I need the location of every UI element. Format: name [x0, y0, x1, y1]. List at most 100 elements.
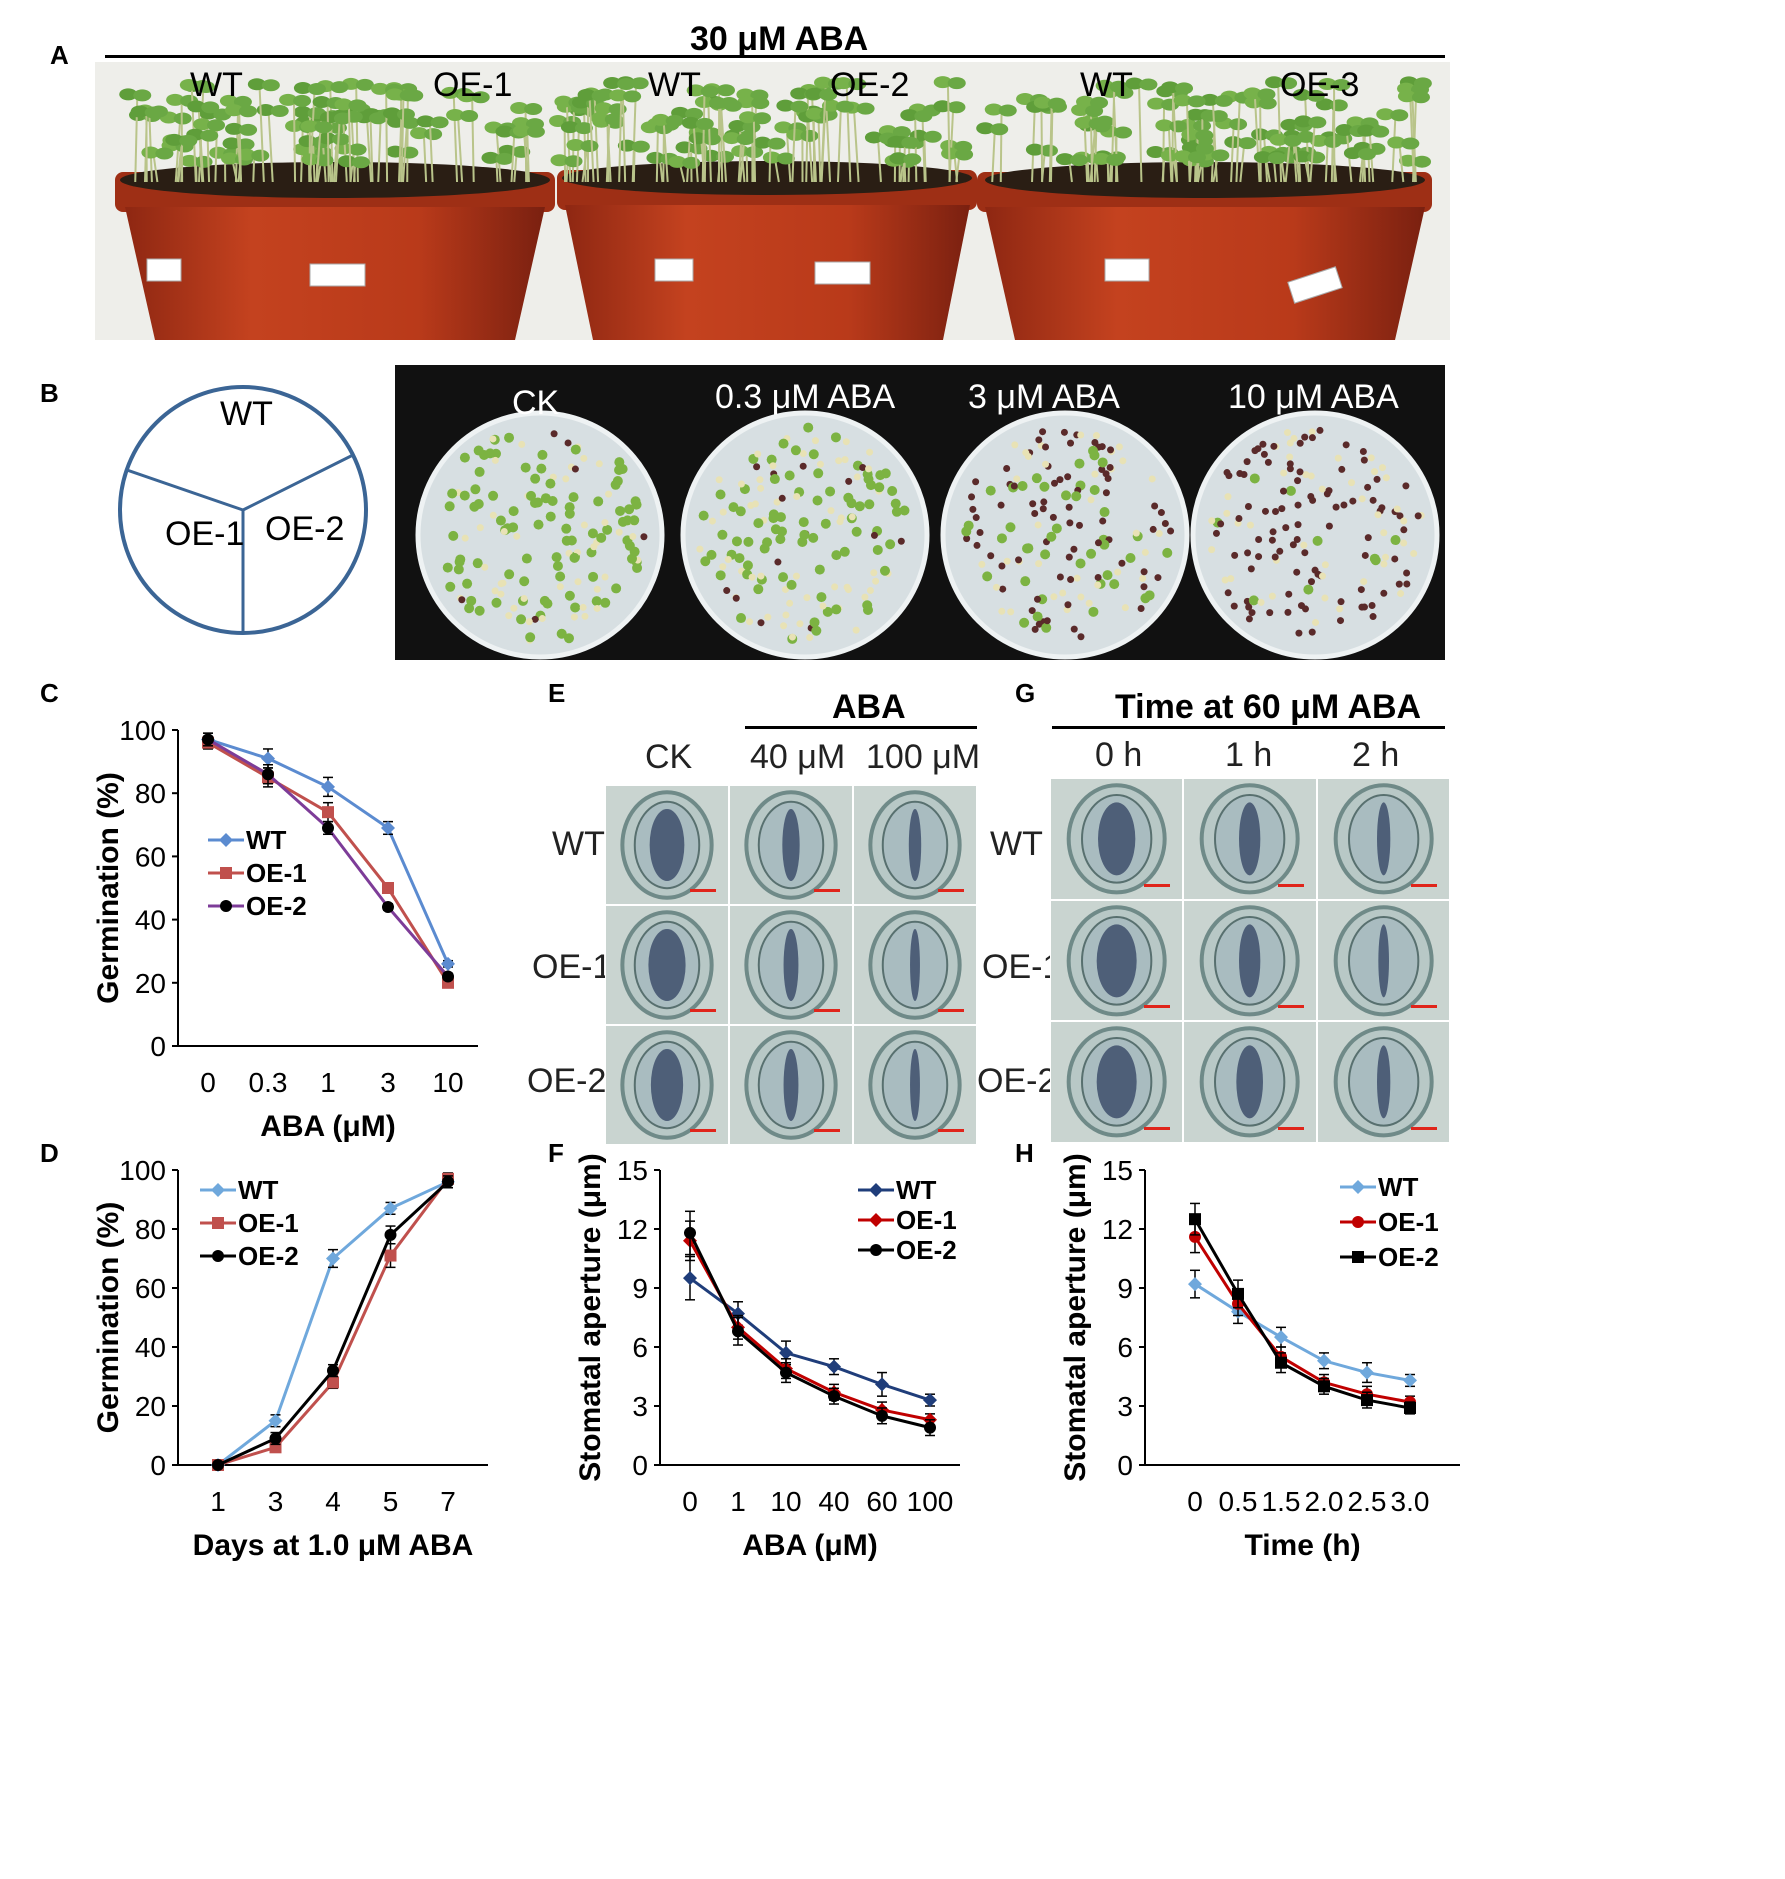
data-point [262, 768, 274, 781]
data-point [384, 1249, 397, 1262]
y-tick-label: 9 [632, 1273, 648, 1304]
plate-label-3: 3 μM ABA [968, 378, 1120, 416]
panel-letter-c: C [40, 678, 59, 708]
legend-entry: OE-1 [246, 858, 307, 888]
series-line [1194, 1282, 1411, 1382]
x-tick-label: 0 [682, 1486, 698, 1517]
x-tick-label: 3 [380, 1067, 396, 1098]
panel-letter-g: G [1015, 678, 1036, 708]
panel-e-header: ABA [832, 688, 906, 726]
petri-plates [415, 410, 1440, 660]
data-point [923, 1393, 937, 1408]
x-tick-label: 1 [320, 1067, 336, 1098]
pot-label-oe-2: OE-2 [830, 66, 910, 104]
chart-h: 0 3 6 9 12 15 0 0.5 1.5 2.0 2.5 3.0 Time (h) Stomatal… [1059, 1153, 1460, 1562]
data-point [212, 1217, 224, 1229]
plate-3 [940, 410, 1190, 660]
data-point [268, 1413, 283, 1428]
y-tick-label: 20 [135, 1391, 166, 1422]
x-tick-label: 0 [1187, 1486, 1203, 1517]
scale-bar [1277, 1126, 1304, 1130]
panel-letter-f: F [548, 1138, 564, 1168]
series-line [689, 1276, 931, 1402]
data-point [383, 1201, 398, 1216]
data-point [1317, 1353, 1331, 1368]
scale-bar [1410, 1126, 1437, 1130]
panel-g-header-rule [1052, 726, 1445, 729]
y-tick-label: 15 [617, 1155, 648, 1186]
stomata-grid-e [605, 785, 977, 1145]
legend-entry: OE-2 [896, 1235, 957, 1265]
y-tick-label: 0 [150, 1450, 166, 1481]
x-tick-label: 5 [383, 1486, 399, 1517]
diagram-label-wt: WT [220, 395, 273, 433]
y-axis-label: Germination (%) [92, 772, 125, 1004]
x-axis-label: Days at 1.0 μM ABA [193, 1529, 474, 1562]
plate-label-ck: CK [512, 384, 560, 422]
stomata-grid-g [1050, 778, 1450, 1143]
pot-label-wt-2: WT [648, 66, 701, 104]
panel-g-col-2h: 2 h [1352, 736, 1400, 774]
pot-label-oe-1: OE-1 [433, 66, 513, 104]
data-point [1361, 1394, 1373, 1407]
data-point [327, 1364, 339, 1377]
stomata-image [1316, 899, 1450, 1022]
pot-1 [115, 162, 555, 340]
y-tick-label: 80 [135, 778, 166, 809]
y-tick-label: 3 [632, 1391, 648, 1422]
panel-e-col-ck: CK [645, 738, 693, 776]
scale-bar [1144, 1005, 1171, 1009]
stomata-image [853, 905, 977, 1025]
scale-bar [1277, 883, 1304, 887]
data-point [442, 1175, 454, 1188]
panel-letter-a: A [50, 40, 69, 70]
y-axis-label: Germination (%) [92, 1202, 125, 1434]
panel-letter-d: D [40, 1138, 59, 1168]
y-axis-label: Stomatal aperture (μm) [1059, 1153, 1092, 1481]
scale-bar [938, 889, 964, 892]
panel-a-header: 30 μM ABA [690, 20, 869, 58]
legend-entry: WT [238, 1175, 279, 1205]
x-tick-label: 0 [200, 1067, 216, 1098]
scale-bar [1410, 1005, 1437, 1009]
data-point [384, 1228, 397, 1241]
data-point [202, 733, 214, 746]
y-tick-label: 15 [1102, 1155, 1133, 1186]
panel-g-row-oe-1: OE-1 [982, 948, 1062, 986]
x-tick-label: 0.5 [1219, 1486, 1258, 1517]
data-point [1352, 1216, 1364, 1228]
series-wt [201, 732, 455, 971]
data-point [212, 1459, 224, 1471]
stomata-image [605, 785, 729, 905]
series-oe-2 [1189, 1202, 1416, 1415]
y-tick-label: 0 [1117, 1450, 1133, 1481]
stomata-image [1316, 778, 1450, 900]
data-point [261, 751, 275, 766]
data-point [1360, 1365, 1374, 1380]
series-line [207, 738, 450, 978]
x-axis-label: ABA (μM) [260, 1110, 396, 1143]
data-point [1188, 1277, 1202, 1292]
y-tick-label: 40 [135, 1332, 166, 1363]
data-point [684, 1226, 696, 1239]
data-point [1274, 1330, 1288, 1345]
pot-3 [977, 162, 1432, 340]
data-point [219, 833, 233, 847]
data-point [220, 867, 232, 879]
scale-bar [814, 1009, 840, 1012]
legend-entry: OE-2 [246, 891, 307, 921]
y-tick-label: 60 [135, 841, 166, 872]
x-tick-label: 7 [440, 1486, 456, 1517]
scale-bar [814, 1129, 840, 1132]
stomata-image [1183, 778, 1317, 900]
pots-illustration [95, 62, 1450, 340]
y-tick-label: 80 [135, 1214, 166, 1245]
chart-f: 0 3 6 9 12 15 0 1 10 40 60 100 ABA (μM) Stomatal aper… [574, 1153, 960, 1562]
y-tick-label: 3 [1117, 1391, 1133, 1422]
chart-d: 0 20 40 60 80 100 1 3 4 5 7 Days at 1.0 μM ABA Germi… [92, 1155, 488, 1562]
data-point [1232, 1287, 1244, 1300]
panel-letter-h: H [1015, 1138, 1034, 1168]
x-tick-label: 100 [907, 1486, 954, 1517]
x-tick-label: 2.0 [1305, 1486, 1344, 1517]
data-point [924, 1421, 936, 1434]
